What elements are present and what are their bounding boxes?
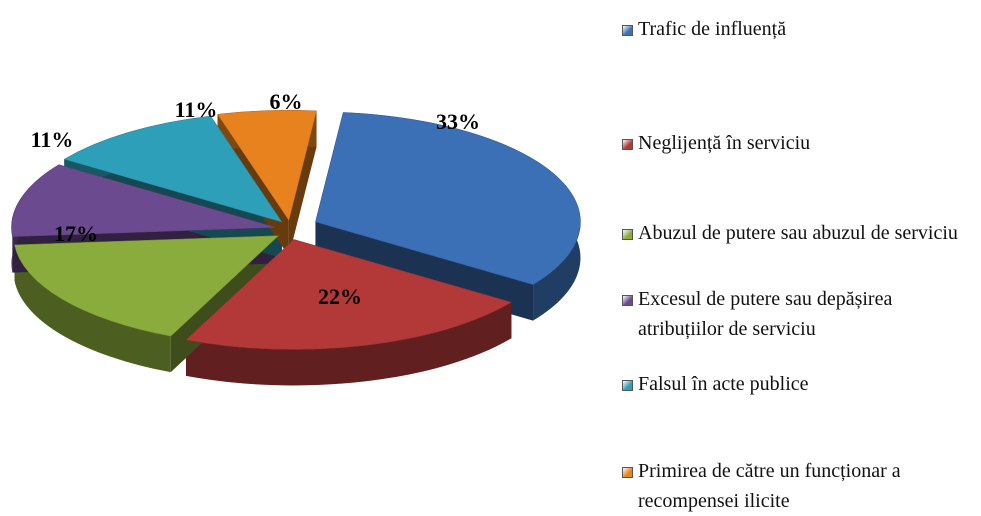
slice — [315, 112, 581, 285]
data-label: 11% — [31, 127, 74, 152]
slice-side — [185, 302, 512, 386]
legend-label: Abuzul de putere sau abuzul de serviciu — [638, 222, 958, 244]
legend-swatch — [622, 139, 633, 150]
legend-label: Excesul de putere sau depășirea atribuți… — [638, 288, 893, 340]
data-label: 6% — [270, 89, 303, 114]
data-label: 17% — [54, 221, 98, 246]
slice — [217, 109, 317, 221]
legend-item: Primirea de către un funcționar a recomp… — [622, 456, 967, 516]
slice — [14, 235, 280, 337]
legend-item: Trafic de influență — [622, 14, 967, 44]
legend-swatch — [622, 295, 633, 306]
slice — [63, 115, 283, 223]
legend-item: Neglijență în serviciu — [622, 128, 967, 158]
legend-item: Excesul de putere sau depășirea atribuți… — [622, 284, 967, 344]
data-label: 11% — [175, 97, 218, 122]
legend-label: Trafic de influență — [638, 18, 787, 40]
slice-wall — [288, 110, 317, 257]
legend-item: Falsul în acte publice — [622, 369, 967, 399]
data-label: 33% — [436, 109, 480, 134]
pie-chart: 33% 22% 17% 11% 11% 6% — [11, 89, 581, 386]
legend-swatch — [622, 229, 633, 240]
slice — [11, 164, 277, 237]
legend-swatch — [622, 25, 633, 36]
data-label: 22% — [318, 284, 362, 309]
legend-swatch — [622, 380, 633, 391]
legend-swatch — [622, 467, 633, 478]
slice-side — [14, 244, 171, 373]
legend-item: Abuzul de putere sau abuzul de serviciu — [622, 218, 967, 248]
legend-label: Primirea de către un funcționar a recomp… — [638, 460, 901, 512]
legend-label: Neglijență în serviciu — [638, 132, 811, 154]
slice — [185, 239, 512, 350]
legend-label: Falsul în acte publice — [638, 373, 809, 395]
